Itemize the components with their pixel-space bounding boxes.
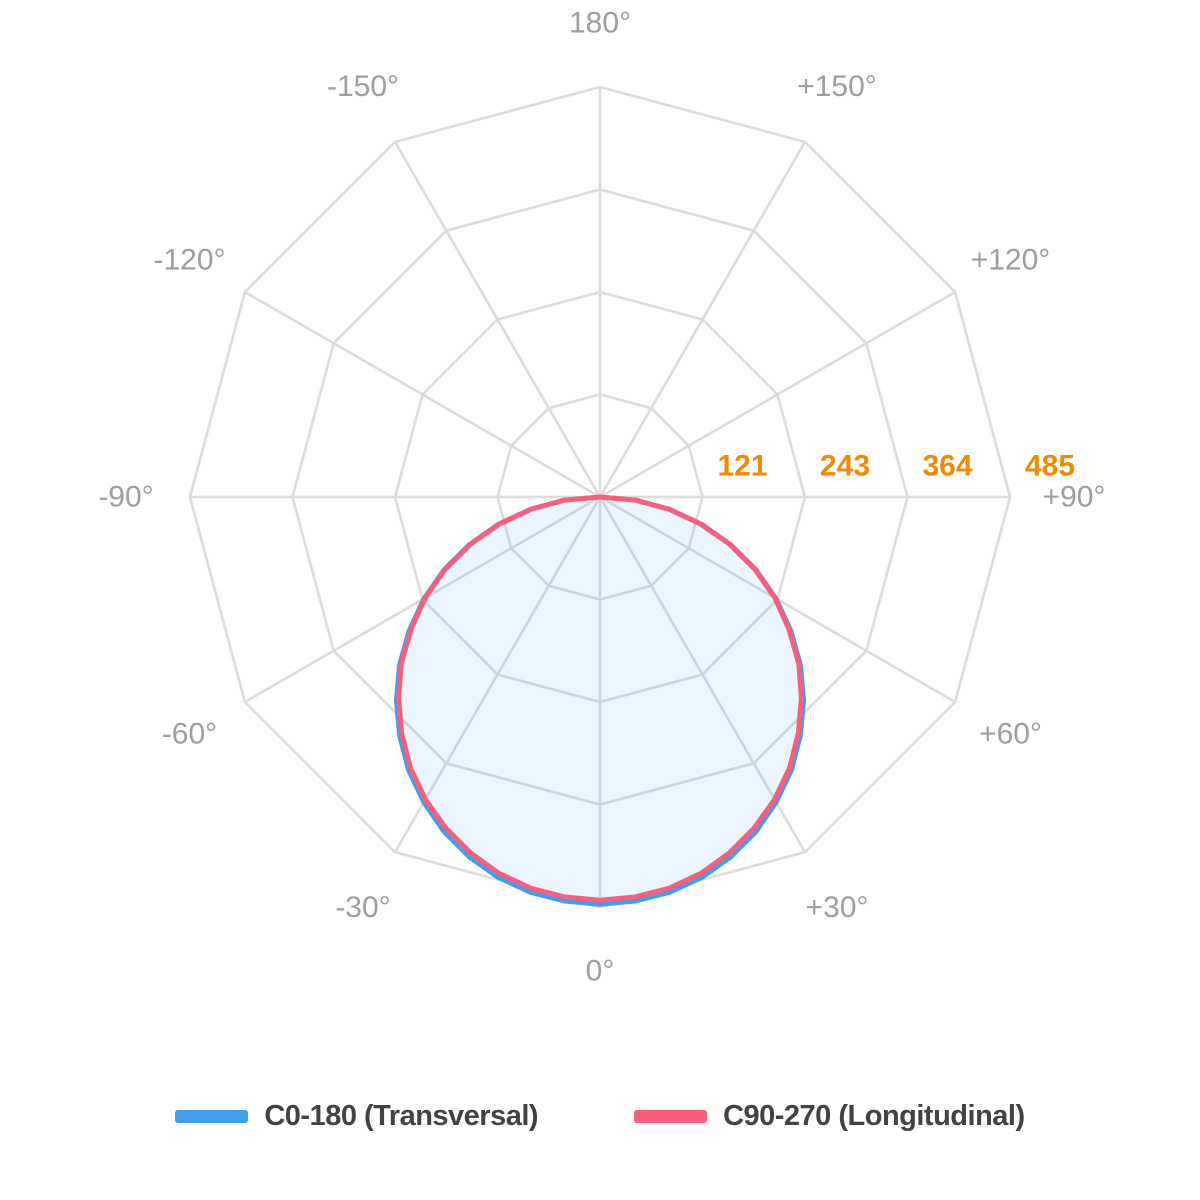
legend-item-c0-180[interactable]: C0-180 (Transversal) [175,1100,539,1133]
angle-label: -150° [327,70,399,103]
angle-label: -120° [153,244,225,277]
angle-label: +90° [1043,481,1106,514]
radial-tick-label: 121 [717,450,767,483]
legend-item-c90-270[interactable]: C90-270 (Longitudinal) [634,1100,1025,1133]
grid-spoke [244,290,601,499]
legend-swatch-c90-270 [634,1110,708,1123]
angle-label: -90° [98,481,153,514]
legend-swatch-c0-180 [175,1110,249,1123]
series-curve [396,494,804,903]
angle-label: 0° [586,955,615,988]
angle-label: 180° [569,7,631,40]
grid-spoke [599,290,956,499]
radial-tick-label: 485 [1025,450,1075,483]
legend-label-c90-270: C90-270 (Longitudinal) [723,1100,1025,1132]
radial-tick-label: 364 [922,450,972,483]
grid-spoke [598,496,807,853]
grid-spoke [393,141,602,498]
grid-spoke [393,496,602,853]
radial-tick-label: 243 [820,450,870,483]
angle-label: +60° [979,718,1042,751]
polar-chart: 0° +30° +60° +90° +120° +150° 180° -150° -120° -9… [98,7,1106,988]
legend-label-c0-180: C0-180 (Transversal) [264,1100,539,1132]
angle-label: -60° [162,718,217,751]
grid-spoke [598,141,807,498]
angle-label: +150° [797,70,877,103]
angle-label: +120° [971,244,1051,277]
angle-label: +30° [806,891,869,924]
angle-label: -30° [335,891,390,924]
chart-legend: C0-180 (Transversal) C90-270 (Longitudin… [0,1100,1200,1133]
